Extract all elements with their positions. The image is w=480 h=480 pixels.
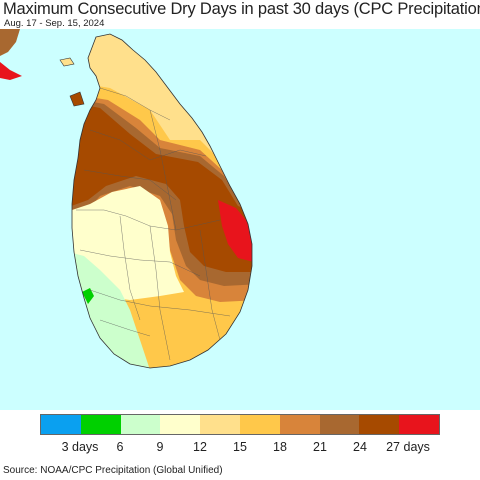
- india-coast: [0, 29, 20, 56]
- sri-lanka-map: [0, 29, 253, 369]
- legend-tick: 18: [273, 440, 287, 454]
- india-coast-red: [0, 62, 22, 80]
- zone-27: [72, 100, 252, 272]
- legend-tick: 27 days: [386, 440, 430, 454]
- legend-swatch: [41, 415, 81, 434]
- legend-swatch: [80, 415, 121, 434]
- legend-tick: 6: [116, 440, 124, 454]
- islet: [69, 91, 85, 107]
- legend-swatch: [120, 415, 161, 434]
- map-title: Maximum Consecutive Dry Days in past 30 …: [3, 0, 480, 18]
- legend-swatch: [160, 415, 201, 434]
- legend-tick: 9: [156, 440, 164, 454]
- source-note: Source: NOAA/CPC Precipitation (Global U…: [3, 465, 223, 476]
- islet: [59, 57, 75, 67]
- legend-swatch: [200, 415, 240, 434]
- legend-tick: 21: [313, 440, 327, 454]
- coastline: [71, 33, 253, 369]
- legend-swatch: [319, 415, 360, 434]
- legend-tick: 24: [353, 440, 367, 454]
- legend-swatch: [359, 415, 400, 434]
- zone-6: [82, 288, 94, 304]
- legend-tick: 15: [233, 440, 247, 454]
- date-range: Aug. 17 - Sep. 15, 2024: [4, 18, 105, 29]
- legend-color-bar: [40, 414, 440, 435]
- legend-tick: 3 days: [61, 440, 99, 454]
- map-panel: [0, 29, 480, 410]
- legend-swatch: [239, 415, 280, 434]
- legend-tick: 12: [193, 440, 207, 454]
- legend-swatch: [279, 415, 320, 434]
- legend-swatch: [399, 415, 439, 434]
- district-boundaries: [76, 87, 231, 361]
- zone-very-dry: [218, 200, 252, 262]
